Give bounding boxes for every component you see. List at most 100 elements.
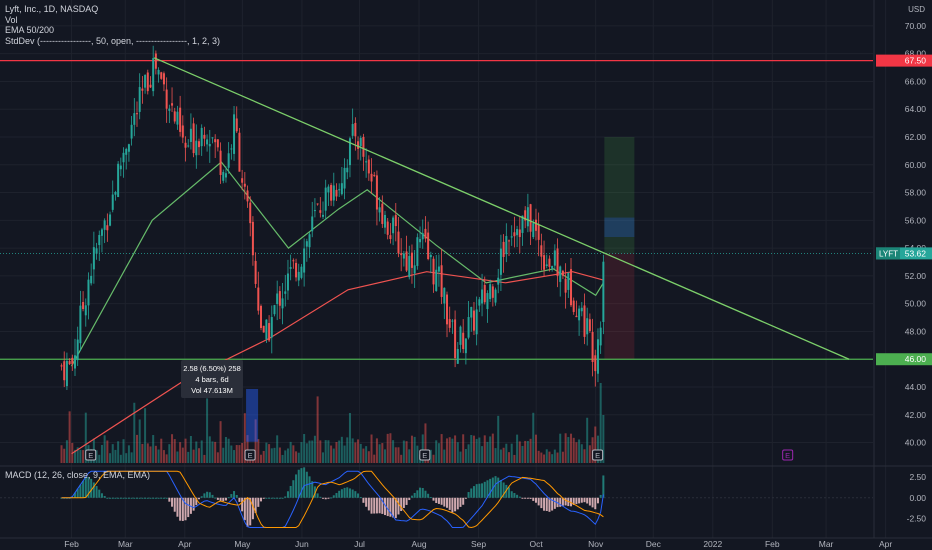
macd-histogram-bar xyxy=(572,497,575,505)
position-tool[interactable] xyxy=(604,137,635,360)
vol-indicator-label[interactable]: Vol xyxy=(5,14,18,25)
time-tick-label: Mar xyxy=(819,539,834,549)
macd-histogram-bar xyxy=(400,497,403,512)
time-tick-label: Feb xyxy=(765,539,780,549)
earnings-marker xyxy=(244,449,256,461)
volume-bar xyxy=(214,441,217,463)
candle-body xyxy=(162,73,165,85)
candle-body xyxy=(553,250,556,266)
macd-histogram-bar xyxy=(233,491,236,498)
volume-bar xyxy=(111,444,114,463)
macd-histogram-bar xyxy=(200,496,203,498)
candle-body xyxy=(297,271,300,281)
macd-histogram-bar xyxy=(149,497,152,499)
volume-bar xyxy=(561,451,564,463)
horizontal-levels[interactable] xyxy=(0,59,873,360)
macd-histogram-bar xyxy=(198,497,201,500)
volume-bar xyxy=(292,445,295,463)
macd-histogram-bar xyxy=(227,497,230,499)
macd-histogram-bar xyxy=(472,486,475,498)
macd-histogram-bar xyxy=(98,489,101,498)
price-tick-label: 60.00 xyxy=(905,160,927,170)
volume-bar xyxy=(348,413,351,463)
candle-body xyxy=(106,225,109,231)
candle-body xyxy=(179,107,182,132)
candle-body xyxy=(273,305,276,315)
volume-bar xyxy=(497,415,500,463)
volume-bar xyxy=(378,444,381,463)
macd-histogram-bar xyxy=(289,485,292,498)
volume-bar xyxy=(429,449,432,463)
volume-bar xyxy=(340,436,343,463)
macd-histogram-bar xyxy=(551,497,554,511)
volume-bar xyxy=(233,450,236,463)
stddev-indicator-label[interactable]: StdDev (-----------------, 50, open, ---… xyxy=(5,35,220,46)
macd-histogram-bar xyxy=(475,484,478,498)
volume-bar xyxy=(173,439,176,463)
volume-bar xyxy=(478,437,481,463)
macd-histogram-bar xyxy=(300,468,303,498)
candle-body xyxy=(241,178,244,183)
volume-bar xyxy=(313,435,316,463)
volume-bar xyxy=(370,434,373,463)
macd-histogram-bar xyxy=(367,497,370,511)
candle-body xyxy=(295,262,298,278)
volume-bar xyxy=(408,449,411,463)
macd-histogram-bar xyxy=(421,487,424,498)
macd-indicator-label[interactable]: MACD (12, 26, close, 9, EMA, EMA) xyxy=(5,470,151,480)
volume-bar xyxy=(451,438,454,463)
candle-body xyxy=(448,319,451,328)
volume-bar xyxy=(122,439,125,463)
candle-body xyxy=(284,291,287,294)
candle-body xyxy=(402,253,405,259)
candle-body xyxy=(443,287,446,304)
macd-histogram-bar xyxy=(408,497,411,501)
candle-body xyxy=(351,124,354,136)
macd-histogram-bar xyxy=(518,496,521,498)
volume-bar xyxy=(184,438,187,463)
macd-histogram-bar xyxy=(394,497,397,519)
candle-body xyxy=(149,84,152,88)
candle-body xyxy=(136,113,139,115)
candle-body xyxy=(513,232,516,237)
macd-histogram-bar xyxy=(534,497,537,503)
ema-indicator-label[interactable]: EMA 50/200 xyxy=(5,25,55,35)
macd-histogram-bar xyxy=(357,493,360,498)
volume-bar xyxy=(79,449,82,463)
macd-histogram-bar xyxy=(238,497,241,502)
position-target-zone xyxy=(604,137,635,254)
macd-histogram-bar xyxy=(292,480,295,498)
macd-histogram-bar xyxy=(410,495,413,498)
macd-histogram-bar xyxy=(125,497,128,499)
candle-body xyxy=(300,266,303,278)
volume-bar xyxy=(437,443,440,463)
candle-body xyxy=(84,305,87,316)
macd-histogram-bar xyxy=(216,497,219,500)
trendline[interactable] xyxy=(153,57,850,360)
candle-body xyxy=(73,355,76,369)
volume-bar xyxy=(575,442,578,463)
volume-bar xyxy=(316,396,319,463)
volume-bar xyxy=(518,441,521,463)
macd-histogram-bar xyxy=(327,497,330,499)
volume-bar xyxy=(144,408,147,463)
candle-body xyxy=(505,236,508,255)
candle-body xyxy=(235,118,238,132)
macd-histogram-bar xyxy=(510,491,513,498)
macd-tick-label: 2.50 xyxy=(909,472,926,482)
upcoming-earnings-marker xyxy=(782,449,794,461)
support-price-badge: 46.00 xyxy=(905,354,927,364)
candle-body xyxy=(486,293,489,310)
macd-histogram-bar xyxy=(346,487,349,498)
symbol-title[interactable]: Lyft, Inc., 1D, NASDAQ xyxy=(5,4,99,14)
macd-histogram-bar xyxy=(127,497,130,499)
candle-body xyxy=(125,149,128,155)
macd-histogram-bar xyxy=(295,474,298,498)
volume-bar xyxy=(311,440,314,463)
volume-bar xyxy=(443,449,446,463)
candle-body xyxy=(338,189,341,191)
candle-body xyxy=(564,278,567,293)
volume-bar xyxy=(540,452,543,463)
